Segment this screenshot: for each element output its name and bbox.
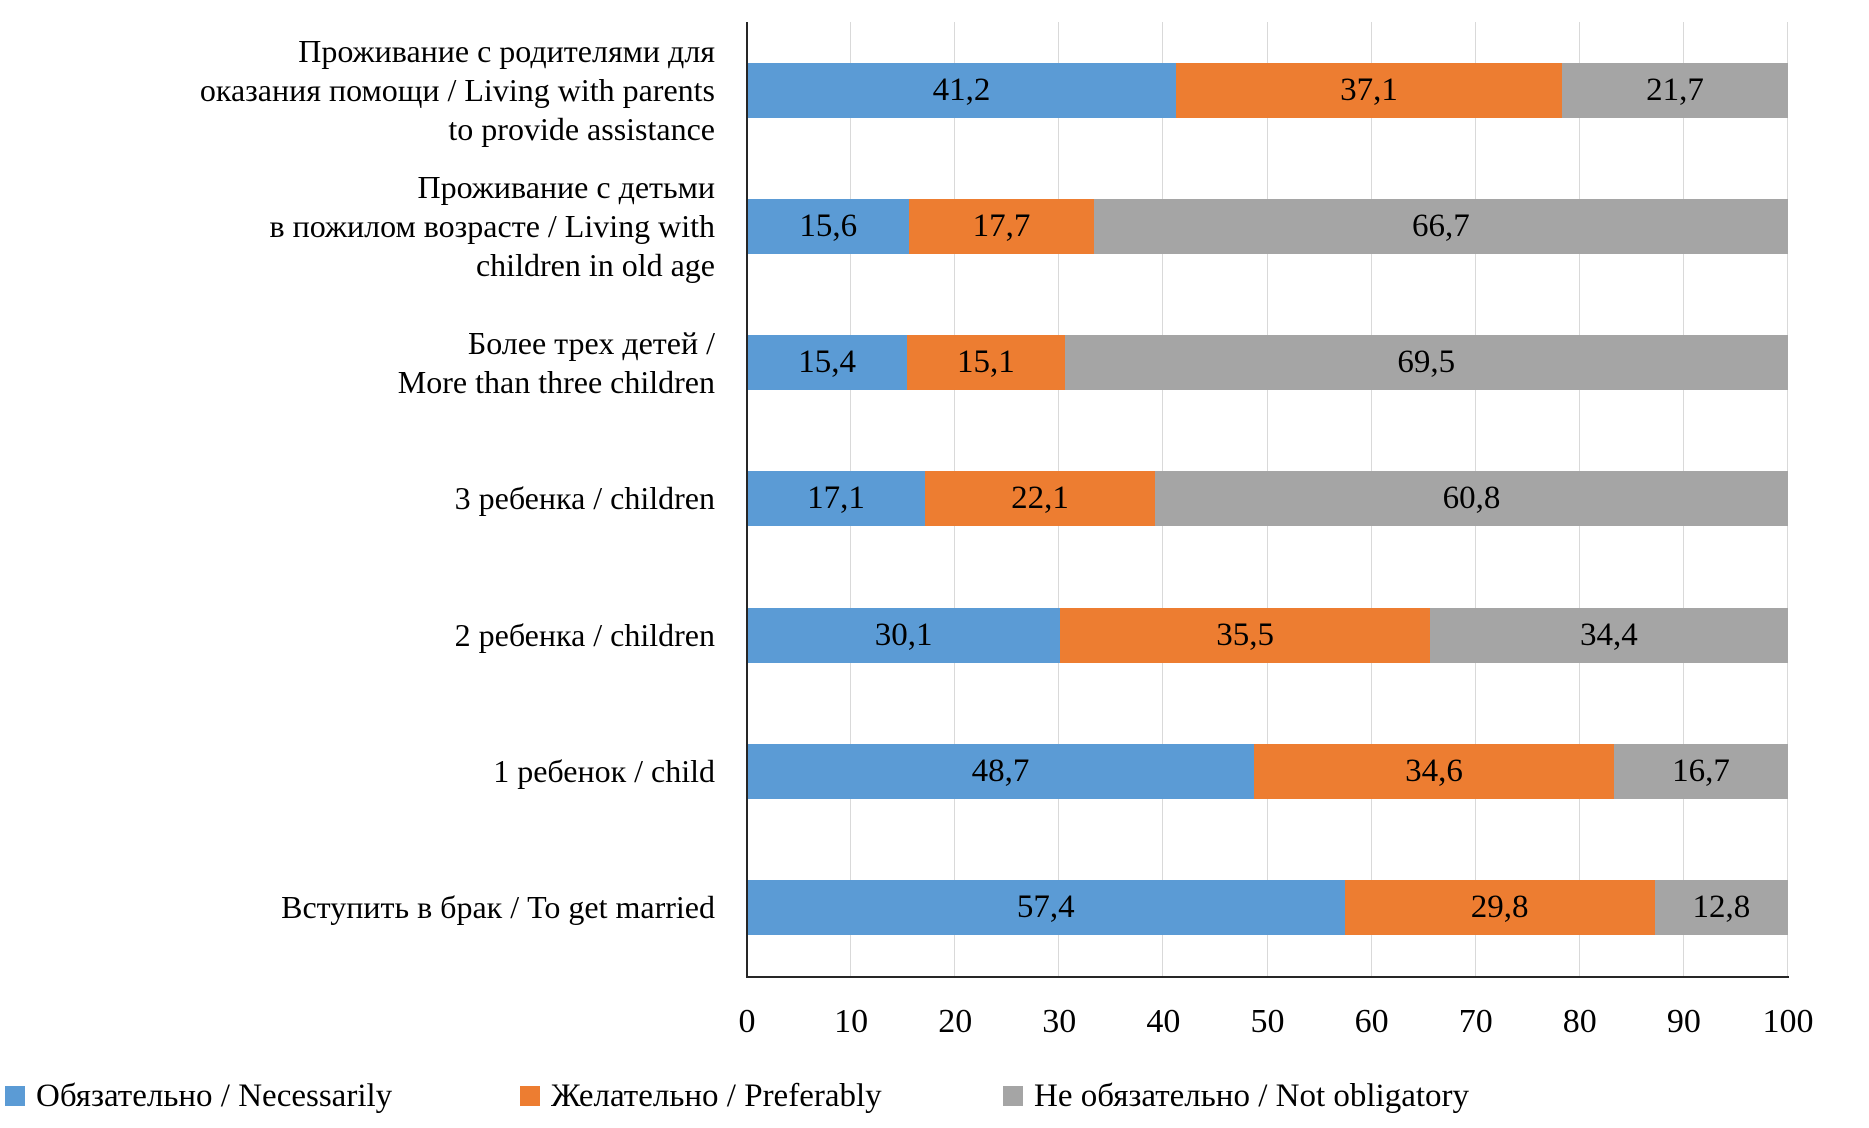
category-label-line: в пожилом возрасте / Living with (269, 207, 715, 244)
legend-swatch-icon (1003, 1086, 1023, 1106)
bar-row: 15,4 15,1 69,5 (747, 295, 1788, 431)
bar-segment: 34,4 (1429, 607, 1788, 663)
bar-stack: 15,6 17,7 66,7 (747, 198, 1788, 254)
category-label-line: 1 ребенок / child (493, 753, 715, 790)
bar-row: 17,1 22,1 60,8 (747, 431, 1788, 567)
category-label: Вступить в брак / To get married (0, 840, 715, 976)
bar-segment: 34,6 (1253, 744, 1615, 800)
bar-segment: 41,2 (747, 62, 1176, 118)
category-label-line: 3 ребенка / children (454, 480, 715, 517)
bar-segment: 17,7 (909, 198, 1094, 254)
bar-segment: 12,8 (1654, 880, 1788, 936)
bar-segment: 15,4 (747, 335, 908, 391)
plot-area: 41,2 37,1 21,7 15,6 17,7 66,7 15,4 15,1 69,5 17,1… (747, 22, 1788, 976)
legend-item: Обязательно / Necessarily (5, 1076, 392, 1116)
bar-row: 15,6 17,7 66,7 (747, 158, 1788, 294)
legend-swatch-icon (5, 1086, 25, 1106)
bar-segment: 22,1 (925, 471, 1156, 527)
category-label: Проживание с родителями для оказания помо… (0, 22, 715, 158)
x-tick-label: 80 (1562, 1003, 1597, 1040)
category-label-line: children in old age (475, 246, 715, 283)
legend: Обязательно / Necessarily Желательно / Pr… (0, 1076, 1869, 1122)
legend-swatch-icon (520, 1086, 540, 1106)
x-tick-label: 10 (834, 1003, 869, 1040)
legend-item: Не обязательно / Not obligatory (1003, 1076, 1469, 1116)
y-axis-line (746, 22, 748, 978)
bar-segment: 35,5 (1060, 607, 1430, 663)
bar-stack: 41,2 37,1 21,7 (747, 62, 1788, 118)
category-label: 1 ребенок / child (0, 703, 715, 839)
x-axis-line (746, 976, 1789, 978)
bar-segment: 60,8 (1155, 471, 1788, 527)
category-label-line: Проживание с детьми (417, 168, 715, 205)
x-axis-tick-labels: 0 10 20 30 40 50 60 70 80 90 100 (739, 1002, 1814, 1048)
category-label: 2 ребенка / children (0, 567, 715, 703)
bar-row: 30,1 35,5 34,4 (747, 567, 1788, 703)
category-label-line: Более трех детей / (467, 324, 715, 361)
category-label-line: 2 ребенка / children (454, 616, 715, 653)
bar-row: 48,7 34,6 16,7 (747, 703, 1788, 839)
x-tick-label: 40 (1146, 1003, 1181, 1040)
category-label: Проживание с детьми в пожилом возрасте / … (0, 158, 715, 294)
legend-label: Обязательно / Necessarily (36, 1078, 393, 1114)
bar-row: 57,4 29,8 12,8 (747, 840, 1788, 976)
bar-stack: 48,7 34,6 16,7 (747, 744, 1788, 800)
category-axis: Проживание с родителями для оказания помо… (0, 22, 715, 976)
bar-segment: 15,6 (747, 198, 910, 254)
x-tick-label: 0 (738, 1003, 756, 1040)
bar-segment: 48,7 (747, 744, 1254, 800)
bar-segment: 17,1 (747, 471, 925, 527)
category-label-line: to provide assistance (448, 110, 715, 147)
bar-stack: 30,1 35,5 34,4 (747, 607, 1788, 663)
bar-segment: 57,4 (747, 880, 1345, 936)
bar-stack: 15,4 15,1 69,5 (747, 335, 1788, 391)
bar-segment: 21,7 (1562, 62, 1788, 118)
bar-segment: 69,5 (1064, 335, 1788, 391)
bar-row: 41,2 37,1 21,7 (747, 22, 1788, 158)
category-label-line: оказания помощи / Living with parents (199, 71, 715, 108)
bar-segment: 15,1 (907, 335, 1065, 391)
x-tick-label: 30 (1042, 1003, 1077, 1040)
x-tick-label: 20 (938, 1003, 973, 1040)
legend-label: Не обязательно / Not obligatory (1034, 1078, 1470, 1114)
category-label-line: Вступить в брак / To get married (281, 889, 715, 926)
bar-segment: 30,1 (747, 607, 1061, 663)
x-tick-label: 70 (1458, 1003, 1493, 1040)
bar-stack: 17,1 22,1 60,8 (747, 471, 1788, 527)
legend-label: Желательно / Preferably (551, 1078, 882, 1114)
category-label: 3 ребенка / children (0, 431, 715, 567)
x-tick-label: 60 (1354, 1003, 1389, 1040)
bar-segment: 37,1 (1175, 62, 1563, 118)
category-label-line: Проживание с родителями для (298, 32, 715, 69)
bar-segment: 29,8 (1344, 880, 1655, 936)
category-label-line: More than three children (397, 363, 715, 400)
category-label: Более трех детей / More than three childr… (0, 295, 715, 431)
bar-segment: 16,7 (1614, 744, 1788, 800)
bar-stack: 57,4 29,8 12,8 (747, 880, 1788, 936)
bar-segment: 66,7 (1093, 198, 1788, 254)
x-tick-label: 50 (1250, 1003, 1285, 1040)
x-tick-label: 90 (1666, 1003, 1701, 1040)
x-tick-label: 100 (1762, 1003, 1814, 1040)
legend-item: Желательно / Preferably (520, 1076, 882, 1116)
